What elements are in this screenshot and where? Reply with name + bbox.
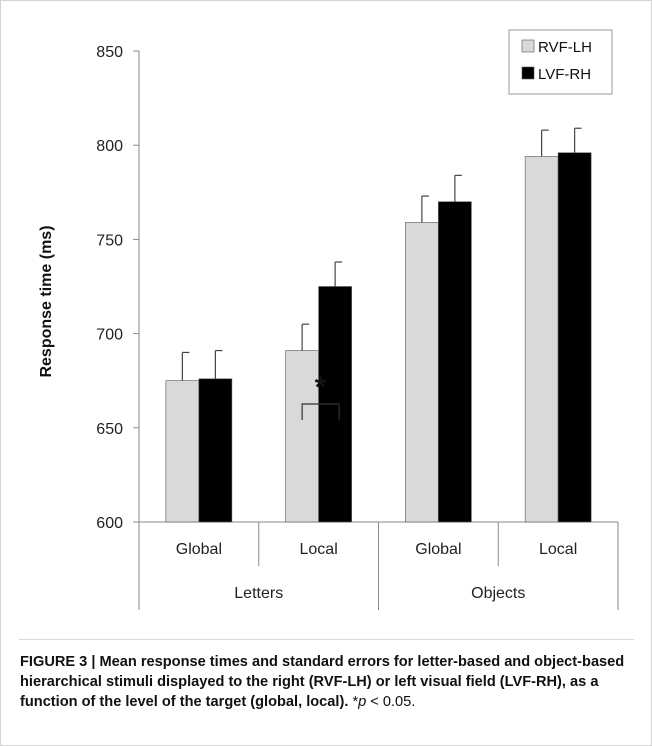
y-tick-label: 700	[96, 327, 123, 344]
legend-label-lvf-rh: LVF-RH	[538, 66, 591, 83]
x-category-label: Local	[300, 541, 338, 558]
significance-star: *	[315, 371, 327, 404]
legend-swatch-lvf-rh	[521, 66, 535, 80]
legend-label-rvf-lh: RVF-LH	[538, 39, 592, 56]
bar-lvf-rh	[557, 152, 592, 523]
bar-lvf-rh	[198, 378, 233, 523]
y-tick-label: 600	[96, 515, 123, 532]
bar-rvf-lh	[285, 350, 319, 523]
y-tick-label: 750	[96, 232, 123, 249]
significance-bracket	[301, 403, 340, 420]
bar-rvf-lh	[165, 380, 200, 523]
legend-swatch-rvf-lh	[521, 39, 535, 53]
caption-title: FIGURE 3 | Mean response times and stand…	[20, 654, 625, 710]
figure-caption: FIGURE 3 | Mean response times and stand…	[20, 652, 634, 712]
x-category-label: Local	[539, 541, 577, 558]
y-tick-label: 800	[96, 138, 123, 155]
bar-lvf-rh	[438, 201, 472, 523]
bar-rvf-lh	[405, 222, 439, 523]
x-group-label: Objects	[471, 585, 525, 602]
y-axis-label: Response time (ms)	[38, 225, 55, 377]
caption-divider	[19, 639, 634, 640]
caption-star: *	[352, 694, 359, 710]
x-category-label: Global	[415, 541, 461, 558]
caption-p-symbol: p	[358, 694, 367, 710]
x-group-label: Letters	[234, 585, 283, 602]
caption-threshold: < 0.05.	[366, 694, 416, 710]
bar-chart: 600 650 700 750 800 850 Response time (ms) Glob…	[38, 29, 619, 610]
y-tick-label: 650	[96, 421, 123, 438]
bar-rvf-lh	[524, 156, 559, 523]
y-tick-label: 850	[96, 44, 123, 61]
x-category-label: Global	[176, 541, 222, 558]
